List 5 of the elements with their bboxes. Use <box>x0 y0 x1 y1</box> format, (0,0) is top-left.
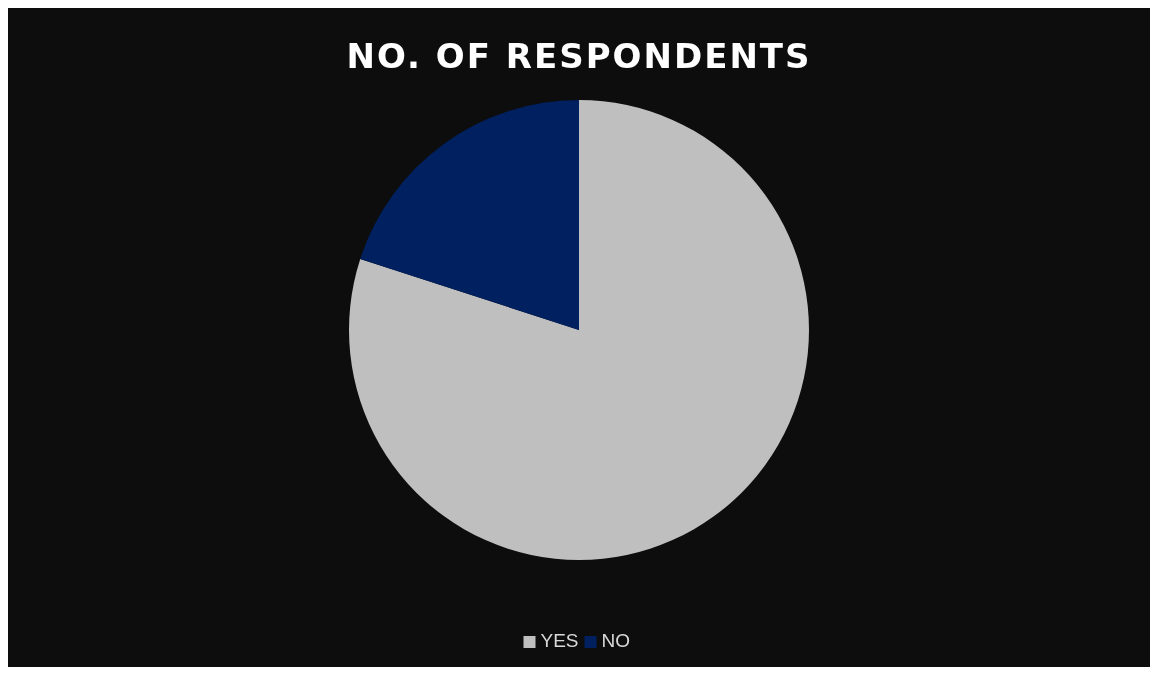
legend-label: YES <box>540 630 579 652</box>
chart-title: NO. OF RESPONDENTS <box>346 36 812 76</box>
pie-slice <box>360 100 579 330</box>
legend-label: NO <box>601 630 630 652</box>
pie-slice <box>349 100 809 560</box>
